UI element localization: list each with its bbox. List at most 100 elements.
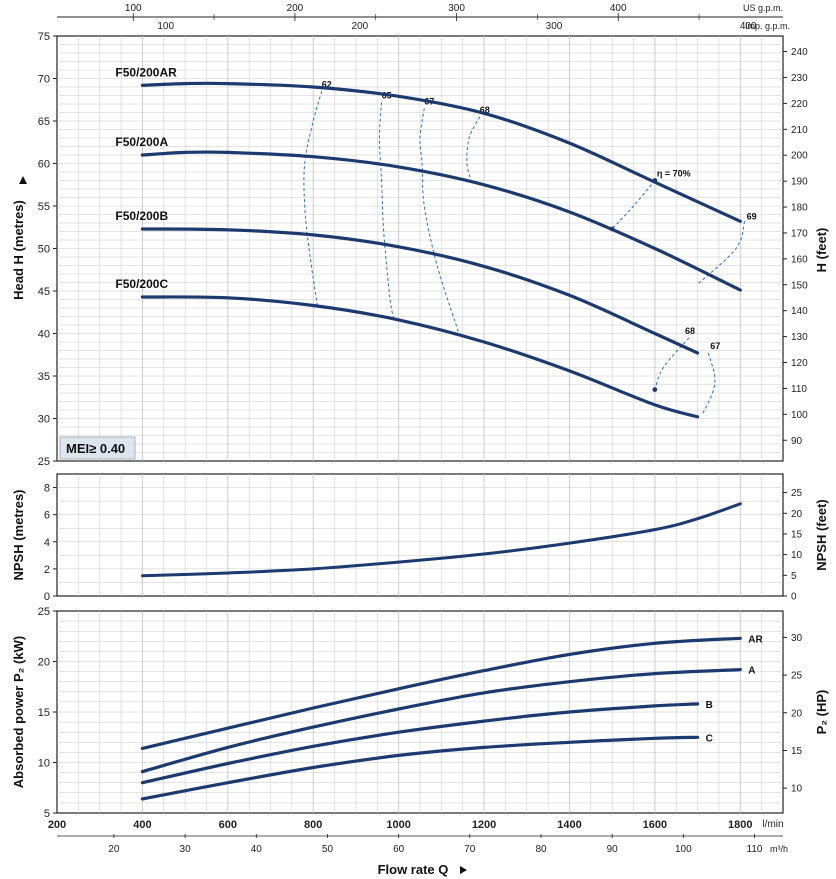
y-tick-label: 5	[44, 808, 50, 820]
y2-tick-label: 180	[791, 203, 808, 214]
curve-label: F50/200AR	[115, 65, 177, 79]
y2-tick-label: 130	[791, 332, 808, 343]
flow-lmin-unit: l/min	[762, 819, 783, 830]
y2-tick-label: 240	[791, 47, 808, 58]
m3h-tick-label: 50	[322, 844, 334, 855]
m3h-tick-label: 40	[251, 844, 263, 855]
y2-tick-label: 150	[791, 280, 808, 291]
m3h-tick-label: 70	[464, 844, 476, 855]
power-curve-label: AR	[748, 634, 763, 645]
y2-tick-label: 25	[791, 671, 803, 682]
npsh-panel: 0 2 4 6 8 0 5 10 15 20 25 NPSH (metres) NPSH (feet…	[11, 473, 829, 603]
efficiency-label: η = 70%	[657, 169, 691, 179]
y2-tick-label: 160	[791, 254, 808, 265]
flow-m3h-ticks: 20 30 40 50 60 70 80 90 100 110	[57, 834, 783, 855]
y-tick-label: 40	[38, 329, 50, 341]
head-ylabel: Head H (metres)	[11, 200, 26, 300]
y2-tick-label: 10	[791, 784, 803, 795]
m3h-tick-label: 30	[180, 844, 192, 855]
y2-tick-label: 220	[791, 99, 808, 110]
efficiency-line	[654, 337, 690, 390]
mei-badge	[59, 436, 136, 460]
npsh-y2label: NPSH (feet)	[814, 499, 829, 571]
y-tick-label: 70	[38, 74, 50, 86]
top-axis: US g.p.m. Imp. g.p.m. 100 200 300 400 100 200…	[57, 3, 790, 32]
y2-tick-label: 200	[791, 151, 808, 162]
m3h-tick-label: 90	[607, 844, 619, 855]
y-tick-label: 0	[44, 591, 50, 603]
y2-tick-label: 190	[791, 177, 808, 188]
efficiency-line	[697, 221, 746, 285]
us-gpm-tick-label: 300	[448, 3, 465, 14]
y-tick-label: 10	[38, 758, 50, 770]
x-tick-label: 200	[48, 819, 66, 831]
series-line	[140, 702, 700, 785]
y2-tick-label: 0	[791, 592, 797, 603]
series-line	[140, 295, 700, 419]
y-tick-label: 4	[44, 537, 50, 549]
y-tick-label: 55	[38, 201, 50, 213]
m3h-tick-label: 20	[108, 844, 120, 855]
y-tick-label: 2	[44, 564, 50, 576]
series-line	[140, 668, 742, 774]
y2-tick-label: 110	[791, 384, 807, 395]
y-tick-label: 35	[38, 371, 50, 383]
power-curve-label: C	[706, 733, 713, 744]
head-ylabel-arrow	[19, 176, 27, 184]
mei-badge-text: MEI≥ 0.40	[66, 441, 125, 456]
series-line	[140, 636, 742, 750]
y-tick-label: 25	[38, 606, 50, 618]
x-tick-label: 1600	[643, 819, 667, 831]
y2-tick-label: 230	[791, 73, 808, 84]
power-ylabel: Absorbed power P₂ (kW)	[11, 636, 26, 788]
y-tick-label: 65	[38, 116, 50, 128]
efficiency-line	[303, 91, 323, 307]
y-tick-label: 30	[38, 414, 50, 426]
x-tick-label: 1000	[386, 819, 410, 831]
curve-label: F50/200A	[115, 135, 168, 149]
head-grid	[57, 36, 783, 461]
y2-tick-label: 20	[791, 708, 803, 719]
y2-tick-label: 120	[791, 358, 808, 369]
series-line	[140, 81, 742, 223]
y-tick-label: 50	[38, 244, 50, 256]
power-series: AR A B C	[140, 634, 764, 801]
flow-m3h-unit: m³/h	[770, 844, 788, 854]
head-series: F50/200AR F50/200A F50/200B F50/200C	[115, 65, 742, 419]
head-ticks: 25 30 35 40 45 50 55 60 65 70 75 90 100 110 120 130 140 1…	[38, 31, 808, 468]
m3h-tick-label: 60	[393, 844, 405, 855]
y2-tick-label: 100	[791, 410, 808, 421]
m3h-tick-label: 80	[535, 844, 547, 855]
efficiency-label: 68	[685, 326, 695, 336]
efficiency-label: 69	[747, 211, 757, 221]
bep-marker	[652, 387, 658, 392]
power-ticks: 5 10 15 20 25 10 15 20 25 30	[38, 606, 803, 820]
us-gpm-tick-label: 100	[125, 3, 142, 14]
x-tick-label: 1400	[557, 819, 581, 831]
y-tick-label: 20	[38, 657, 50, 669]
x-tick-label: 800	[304, 819, 322, 831]
y2-tick-label: 15	[791, 529, 803, 540]
npsh-grid	[57, 474, 783, 596]
x-tick-label: 1200	[472, 819, 496, 831]
y2-tick-label: 10	[791, 550, 803, 561]
curve-label: F50/200B	[115, 209, 168, 223]
power-curve-label: B	[706, 700, 713, 711]
y2-tick-label: 140	[791, 306, 808, 317]
y2-tick-label: 90	[791, 436, 803, 447]
flow-lmin-ticks: 200 400 600 800 1000 1200 1400 1600 1800	[48, 819, 753, 831]
head-y2label: H (feet)	[814, 228, 829, 273]
x-tick-label: 1800	[728, 819, 752, 831]
power-y2label: P₂ (HP)	[814, 690, 829, 735]
y-tick-label: 45	[38, 286, 50, 298]
efficiency-line	[611, 180, 656, 230]
top-ticks: 100 200 300 400 100 200 300 400	[125, 3, 757, 32]
y2-tick-label: 170	[791, 228, 808, 239]
efficiency-line	[378, 102, 395, 321]
imp-gpm-tick-label: 400	[740, 21, 757, 32]
efficiency-label: 68	[480, 105, 490, 115]
series-line	[140, 227, 700, 355]
imp-gpm-tick-label: 100	[157, 21, 174, 32]
y2-tick-label: 210	[791, 125, 808, 136]
